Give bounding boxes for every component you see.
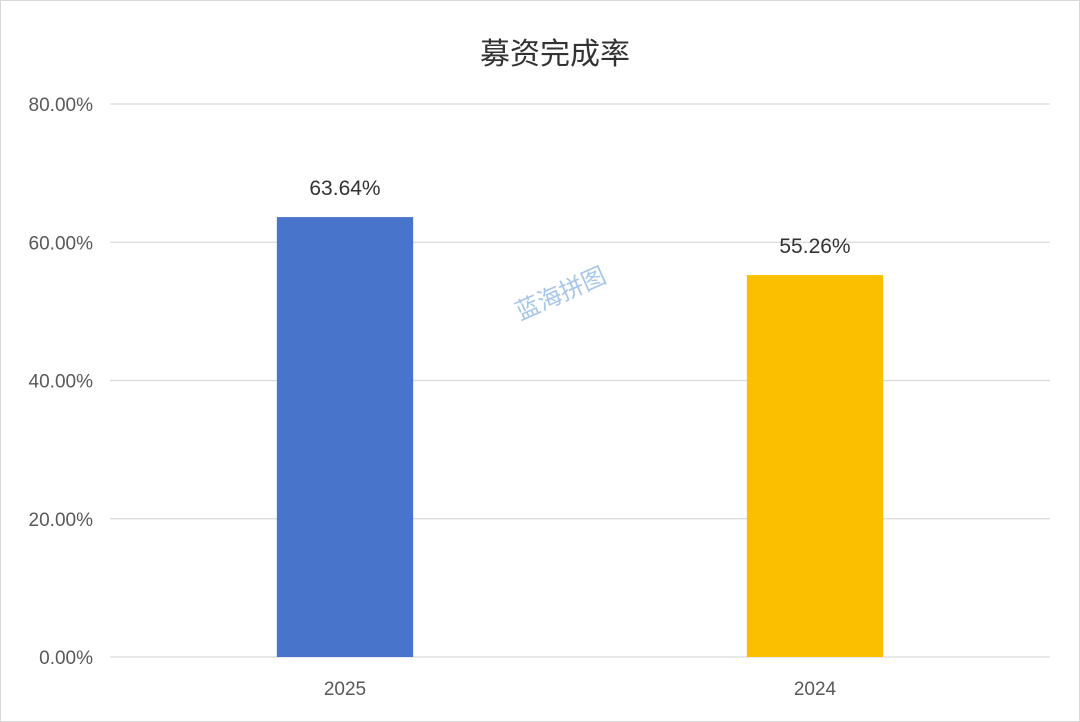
x-tick-label-2024: 2024 <box>794 679 837 700</box>
bar-2024 <box>746 275 884 657</box>
data-label-2024: 55.26% <box>779 235 850 258</box>
y-tick-label: 80.00% <box>29 95 94 116</box>
y-axis-tick-labels: 0.00% 20.00% 40.00% 60.00% 80.00% <box>29 95 94 669</box>
bar-2025 <box>276 217 414 657</box>
data-labels: 63.64% 55.26% <box>309 177 850 258</box>
y-tick-label: 60.00% <box>29 233 94 254</box>
y-tick-label: 20.00% <box>29 510 94 531</box>
gridlines <box>110 103 1050 658</box>
data-label-2025: 63.64% <box>309 177 380 200</box>
chart-title: 募资完成率 <box>480 37 630 72</box>
y-tick-label: 40.00% <box>29 372 94 393</box>
x-tick-label-2025: 2025 <box>324 679 366 700</box>
bars <box>276 217 884 657</box>
x-axis-tick-labels: 2025 2024 <box>324 679 837 700</box>
watermark-text: 蓝海拼图 <box>511 261 610 326</box>
y-tick-label: 0.00% <box>39 648 93 669</box>
